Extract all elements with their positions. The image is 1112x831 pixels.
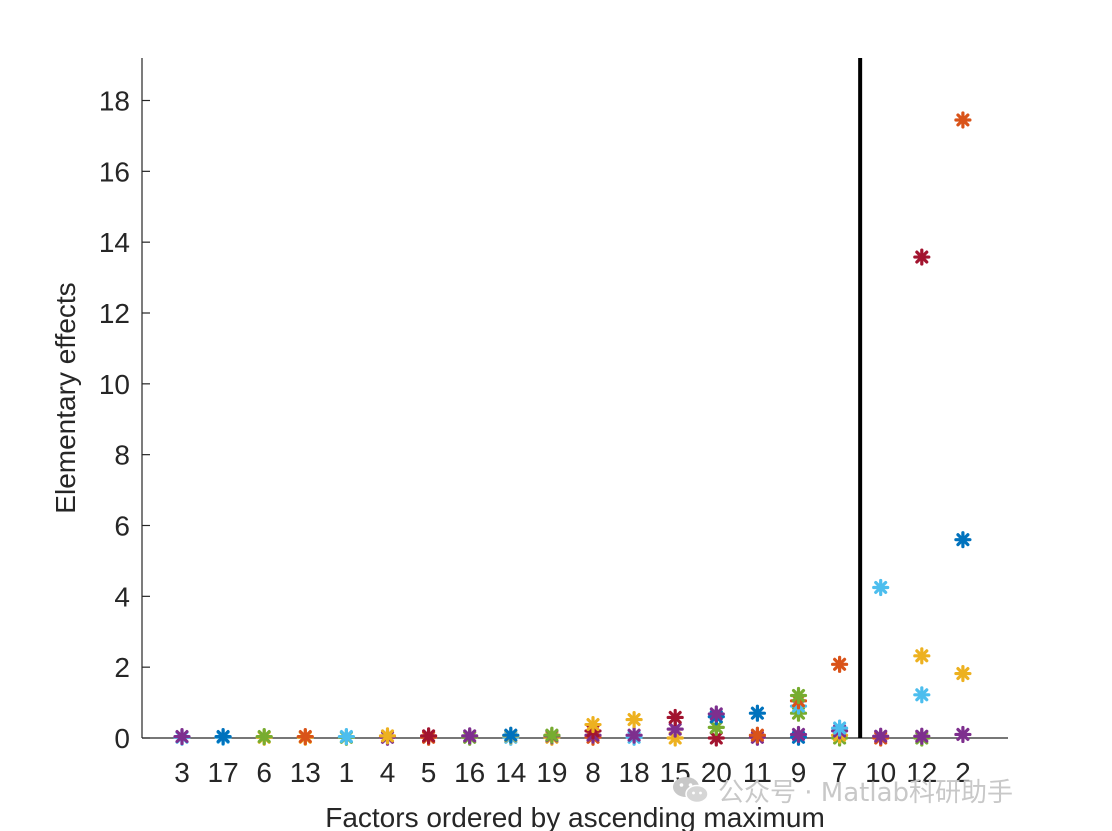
data-point	[625, 726, 643, 744]
y-tick-label: 4	[114, 581, 130, 612]
data-point	[748, 726, 767, 744]
data-point	[502, 726, 520, 744]
x-tick-label: 4	[380, 757, 396, 788]
x-axis-title: Factors ordered by ascending maximum	[325, 802, 825, 831]
x-tick-label: 11	[743, 757, 772, 788]
data-point	[255, 727, 273, 746]
x-tick-label: 10	[865, 757, 896, 788]
data-point	[296, 727, 314, 746]
watermark-text: 公众号 · Matlab科研助手	[718, 777, 1014, 808]
data-point	[872, 727, 890, 745]
y-tick-label: 2	[114, 652, 130, 683]
data-point	[543, 726, 561, 744]
x-tick-label: 1	[339, 757, 355, 788]
x-tick-label: 16	[454, 757, 485, 788]
x-ticks: 3 17 6 13 1 4 5 16 14 19 8 18 15 20 11 9 7 10 12 2	[174, 730, 971, 788]
y-tick-label: 0	[114, 723, 130, 754]
data-point	[420, 727, 438, 745]
y-tick-label: 8	[114, 440, 130, 471]
x-tick-label: 12	[906, 757, 937, 788]
data-point	[789, 686, 808, 705]
data-point	[913, 647, 931, 665]
x-tick-label: 5	[421, 757, 437, 788]
y-axis-title: Elementary effects	[50, 282, 81, 513]
x-tick-label: 9	[791, 757, 807, 788]
x-tick-label: 14	[495, 757, 526, 788]
x-tick-label: 17	[208, 757, 239, 788]
data-point	[872, 578, 890, 597]
data-point	[913, 248, 931, 266]
data-point	[378, 727, 397, 745]
x-tick-label: 2	[955, 757, 971, 788]
data-point	[173, 727, 191, 746]
data-point	[954, 531, 972, 549]
y-tick-label: 16	[99, 156, 130, 187]
y-tick-label: 6	[114, 511, 130, 542]
data-point	[913, 727, 931, 745]
data-point	[461, 727, 479, 745]
data-point	[954, 111, 972, 129]
x-tick-label: 7	[832, 757, 848, 788]
x-tick-label: 13	[290, 757, 321, 788]
data-point	[954, 664, 972, 683]
watermark: 公众号 · Matlab科研助手	[672, 770, 1013, 810]
y-tick-label: 10	[99, 369, 130, 400]
y-tick-label: 14	[99, 227, 130, 258]
data-point	[954, 725, 972, 744]
x-tick-label: 3	[174, 757, 190, 788]
wechat-icon	[673, 777, 709, 804]
x-tick-label: 6	[256, 757, 272, 788]
data-point	[748, 704, 767, 722]
data-point	[337, 727, 355, 746]
data-point	[214, 727, 232, 746]
data-point	[830, 655, 849, 673]
data-point	[789, 725, 808, 744]
data-point	[913, 686, 931, 704]
data-points	[173, 111, 972, 747]
data-point	[625, 710, 643, 729]
y-tick-label: 12	[99, 298, 130, 329]
y-ticks: 0 2 4 6 8 10 12 14 16 18	[99, 86, 150, 754]
data-point	[584, 715, 602, 734]
data-point	[707, 705, 725, 723]
x-tick-label: 20	[701, 757, 732, 788]
x-tick-label: 18	[619, 757, 650, 788]
y-tick-label: 18	[99, 86, 130, 117]
data-point	[707, 718, 725, 736]
x-tick-label: 8	[585, 757, 601, 788]
x-tick-label: 19	[536, 757, 567, 788]
data-point	[666, 720, 684, 738]
data-point	[666, 708, 684, 727]
data-point	[830, 719, 849, 737]
